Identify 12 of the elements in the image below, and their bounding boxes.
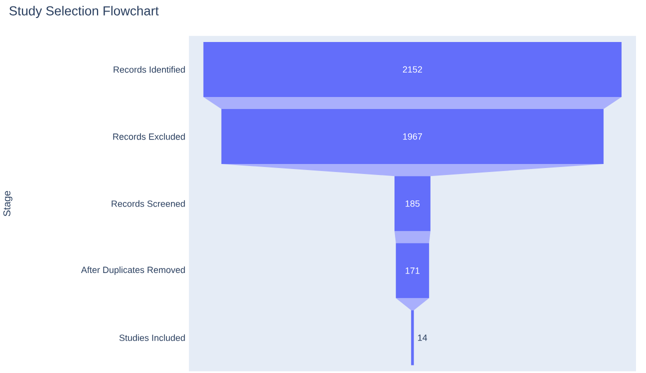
category-label: After Duplicates Removed [81, 266, 185, 275]
data-label: 185 [406, 200, 420, 207]
data-label: 171 [406, 267, 420, 274]
text: Stage [3, 190, 12, 216]
data-label: 2152 [402, 66, 422, 73]
category-label: Studies Included [119, 334, 185, 341]
category-label: Records Screened [112, 200, 185, 207]
category-label: Records Excluded [113, 133, 185, 140]
data-label: 1967 [403, 133, 422, 140]
category-label: Records Identified [114, 66, 185, 73]
text: Study Selection Flowchart [9, 6, 159, 18]
data-label: 14 [418, 334, 428, 341]
